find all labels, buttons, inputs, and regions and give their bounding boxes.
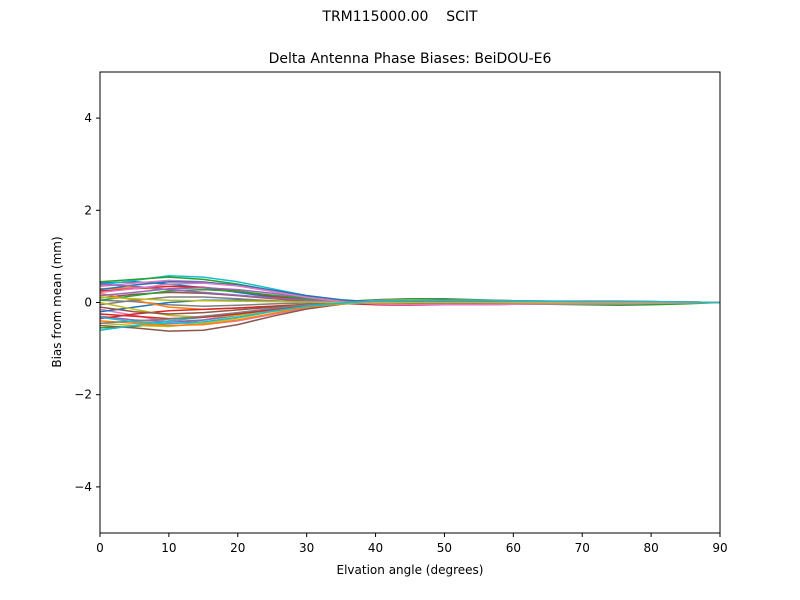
series-line-29 xyxy=(99,296,720,304)
y-tick-label: −2 xyxy=(74,388,92,402)
y-axis-ticks: −4 −2 0 2 4 xyxy=(74,111,100,494)
x-tick-label: 70 xyxy=(575,541,590,555)
x-axis-ticks: 0 10 20 30 40 50 60 70 80 90 xyxy=(96,533,728,555)
y-tick-label: 2 xyxy=(84,203,92,217)
x-tick-label: 80 xyxy=(643,541,658,555)
figure-suptitle: TRM115000.00 SCIT xyxy=(322,9,478,25)
x-tick-label: 50 xyxy=(437,541,452,555)
y-tick-label: 0 xyxy=(84,296,92,310)
x-tick-label: 90 xyxy=(712,541,727,555)
x-tick-label: 0 xyxy=(96,541,104,555)
y-tick-label: −4 xyxy=(74,480,92,494)
y-axis-label: Bias from mean (mm) xyxy=(50,236,64,367)
series-line-27 xyxy=(99,282,721,306)
x-tick-label: 30 xyxy=(299,541,314,555)
x-tick-label: 40 xyxy=(368,541,383,555)
x-tick-label: 10 xyxy=(161,541,176,555)
chart-title: Delta Antenna Phase Biases: BeiDOU-E6 xyxy=(269,51,552,67)
x-tick-label: 60 xyxy=(506,541,521,555)
x-axis-label: Elvation angle (degrees) xyxy=(337,563,484,577)
series-line-30 xyxy=(99,299,721,325)
x-tick-label: 20 xyxy=(230,541,245,555)
series-layer xyxy=(99,275,721,332)
y-tick-label: 4 xyxy=(84,111,92,125)
